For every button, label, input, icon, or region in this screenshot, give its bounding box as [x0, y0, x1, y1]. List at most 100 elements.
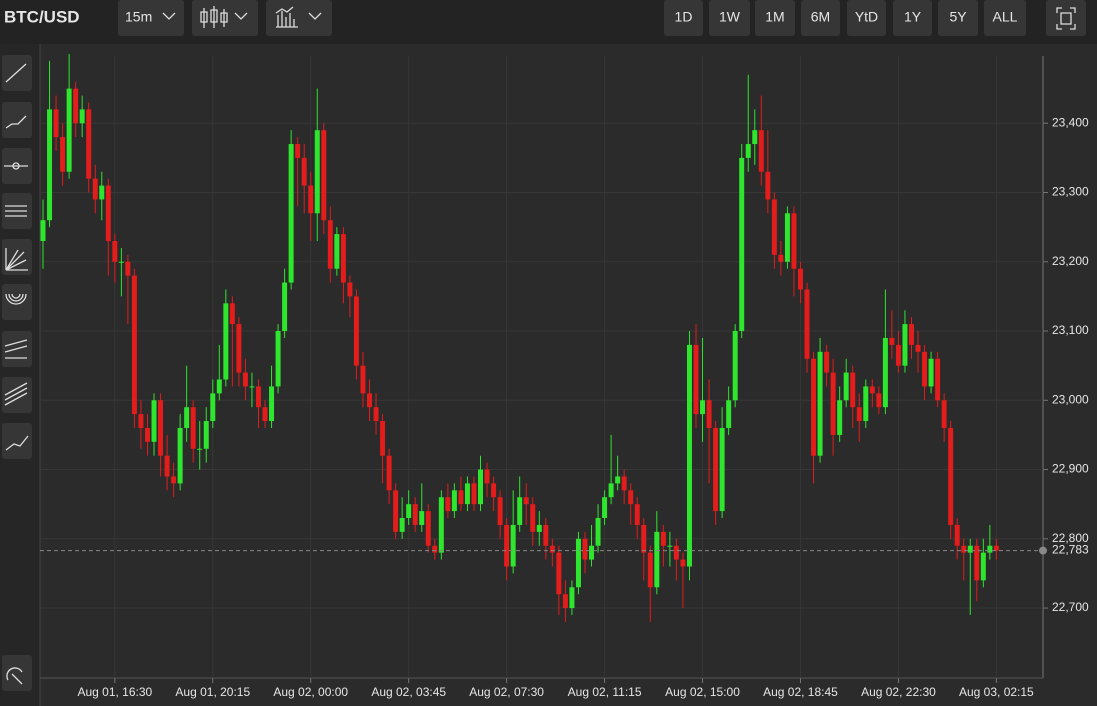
range-button[interactable]: [664, 0, 703, 36]
candle-body: [79, 109, 85, 124]
candle-body: [491, 483, 497, 498]
y-tick-label: 23,400: [1052, 115, 1089, 129]
tool-button[interactable]: [2, 284, 32, 320]
candle-body: [425, 511, 431, 546]
x-tick-label: Aug 02, 18:45: [763, 685, 838, 699]
x-tick-label: Aug 02, 15:00: [665, 685, 740, 699]
candle-body: [288, 144, 294, 283]
tool-icon: [5, 205, 27, 217]
range-label[interactable]: 1D: [675, 9, 693, 25]
range-label[interactable]: 1M: [765, 9, 784, 25]
range-label[interactable]: 1W: [719, 9, 741, 25]
candle-body: [360, 365, 366, 394]
candle-body: [445, 497, 451, 512]
candle-body: [171, 476, 177, 484]
x-tick-label: Aug 02, 00:00: [273, 685, 348, 699]
candle-body: [73, 88, 79, 124]
candle-body: [915, 344, 921, 352]
candle-body: [686, 344, 692, 567]
candle-body: [843, 372, 849, 401]
y-tick-label: 23,000: [1052, 392, 1089, 406]
range-label[interactable]: ALL: [993, 9, 1018, 25]
candle-body: [406, 504, 412, 519]
tool-icon: [4, 162, 28, 170]
range-button[interactable]: [984, 0, 1026, 36]
candle-body: [249, 386, 255, 388]
candle-body: [556, 552, 562, 595]
candle-body: [889, 337, 895, 345]
candle-body: [778, 254, 784, 262]
x-tick-label: Aug 02, 03:45: [371, 685, 446, 699]
drawing-tools: [2, 55, 32, 691]
candle-body: [980, 552, 986, 581]
range-label[interactable]: YtD: [855, 9, 878, 25]
tool-button[interactable]: [2, 377, 32, 413]
candle-body: [164, 455, 170, 477]
range-label[interactable]: 5Y: [949, 9, 967, 25]
last-price-dot: [1039, 546, 1047, 555]
y-tick-label: 22,700: [1052, 600, 1089, 614]
y-tick-label: 23,200: [1052, 254, 1089, 268]
tool-icon: [6, 667, 23, 685]
range-button[interactable]: [755, 0, 795, 36]
x-tick-label: Aug 03, 02:15: [959, 685, 1034, 699]
chart-type-button[interactable]: [192, 0, 258, 36]
candle-body: [713, 427, 719, 512]
range-label[interactable]: 1Y: [904, 9, 922, 25]
candle-body: [380, 421, 386, 456]
candle-body: [602, 497, 608, 519]
candle-body: [575, 538, 581, 588]
candle-body: [758, 130, 764, 172]
x-tick-label: Aug 01, 16:30: [77, 685, 152, 699]
range-label[interactable]: 6M: [811, 9, 830, 25]
range-button[interactable]: [801, 0, 840, 36]
candle-body: [935, 358, 941, 401]
candle-body: [771, 199, 777, 255]
candle-body: [510, 524, 516, 567]
indicators-button[interactable]: [266, 0, 332, 36]
x-tick-label: Aug 02, 22:30: [861, 685, 936, 699]
y-tick-label: 22,800: [1052, 531, 1089, 545]
candle-body: [229, 303, 235, 325]
tool-button[interactable]: [2, 655, 32, 691]
symbol: BTC/USD: [4, 7, 80, 26]
interval[interactable]: 15m: [125, 9, 152, 25]
candle-body: [628, 490, 634, 505]
candle-body: [895, 344, 901, 366]
candle-body: [282, 282, 288, 332]
candle-body: [824, 351, 830, 373]
candle-body: [902, 324, 908, 366]
range-button[interactable]: [709, 0, 750, 36]
candle-body: [726, 400, 732, 428]
candle-body: [60, 137, 66, 172]
sidebar: [0, 44, 40, 706]
candle-body: [367, 393, 372, 408]
candle-body: [419, 511, 425, 525]
tool-icon: [5, 115, 27, 129]
tool-icon: [5, 248, 28, 271]
tool-button[interactable]: [2, 423, 32, 459]
candle-body: [158, 400, 164, 456]
candle-body: [210, 393, 216, 422]
candle-body: [647, 552, 653, 588]
candle-body: [203, 421, 209, 449]
candle-body: [314, 130, 320, 214]
tool-icon: [4, 339, 28, 359]
range-button[interactable]: [893, 0, 932, 36]
candle-body: [451, 490, 457, 512]
tool-button[interactable]: [2, 102, 32, 138]
candle-body: [223, 303, 229, 380]
candle-body: [478, 469, 484, 505]
range-button[interactable]: [847, 0, 886, 36]
candle-body: [608, 483, 614, 498]
chevron: [234, 12, 248, 20]
candle-body: [144, 427, 150, 442]
candle-body: [334, 234, 340, 269]
tool-button[interactable]: [2, 55, 32, 91]
interval-button[interactable]: [118, 0, 184, 36]
fullscreen-button[interactable]: [1046, 0, 1086, 36]
range-button[interactable]: [938, 0, 978, 36]
